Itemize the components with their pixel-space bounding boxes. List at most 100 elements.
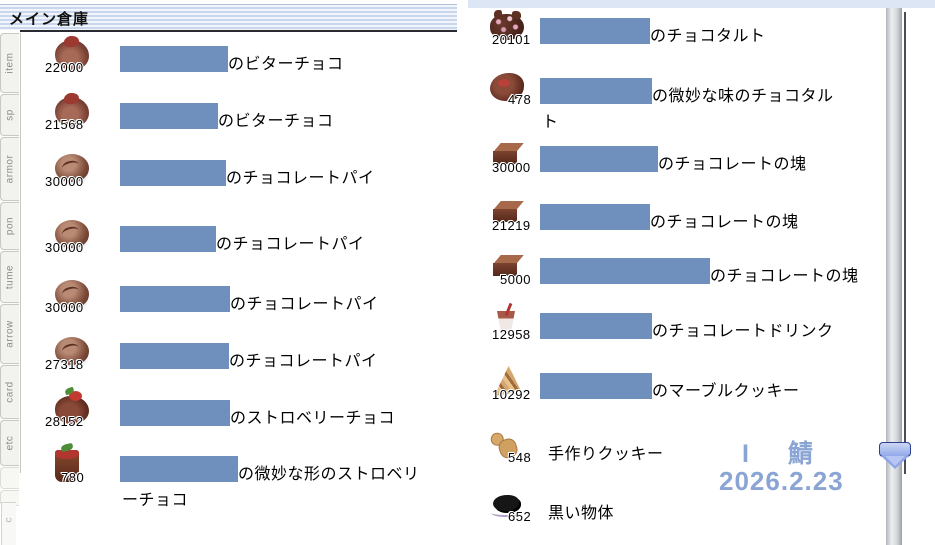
item-name-wrap: ーチョコ (122, 492, 189, 509)
choco-tart-icon[interactable] (490, 10, 524, 40)
storage-item-row[interactable]: 30000 のチョコレートパイ (35, 218, 490, 274)
censored-player-name (120, 160, 226, 186)
storage-item-row[interactable]: 478 の微妙な味のチョコタルト (485, 70, 935, 131)
tab-label: sp (4, 109, 16, 121)
item-name: のチョコレートパイ (230, 296, 379, 313)
partial-tab[interactable]: c (1, 502, 16, 545)
item-name: 手作りクッキー (548, 446, 664, 463)
partial-tab-label: c (3, 517, 15, 523)
choco-block-icon[interactable] (490, 250, 524, 284)
sidebar-tab-card[interactable]: card (0, 365, 19, 419)
tab-label: pon (4, 216, 16, 236)
sidebar-tab-item[interactable]: item (0, 33, 19, 93)
choco-block-icon[interactable] (490, 138, 524, 172)
choco-block-icon[interactable] (490, 196, 524, 230)
arrow-down-icon-inner (885, 456, 905, 466)
item-quantity: 21219 (492, 218, 531, 233)
bitter-choco-icon[interactable] (55, 40, 89, 70)
storage-item-row[interactable]: 5000 のチョコレートの塊 (485, 250, 935, 306)
storage-item-row[interactable]: 21219 のチョコレートの塊 (485, 196, 935, 252)
storage-item-row[interactable]: 780 の微妙な形のストロベリ ーチョコ (35, 448, 490, 509)
window-edge-strip (468, 0, 935, 8)
strawberry-cup-icon[interactable] (55, 450, 79, 482)
tab-label: etc (4, 435, 16, 451)
censored-player-name (120, 103, 218, 129)
choco-pie-icon[interactable] (55, 337, 89, 365)
storage-item-row[interactable]: 21568 のビターチョコ (35, 95, 490, 151)
censored-player-name (120, 343, 229, 369)
scroll-down-arrow[interactable] (879, 440, 911, 472)
storage-item-row[interactable]: 30000 のチョコレートパイ (35, 278, 490, 334)
choco-pie-icon[interactable] (55, 280, 89, 308)
title-underline (20, 30, 457, 32)
strawberry-choco-icon[interactable] (55, 391, 89, 424)
item-name: のチョコレートの塊 (650, 214, 799, 231)
censored-player-name (540, 258, 710, 284)
censored-player-name (540, 146, 658, 172)
tab-label: card (4, 381, 16, 403)
item-name: のチョコレートパイ (229, 353, 378, 370)
sidebar-tab-etc[interactable]: etc (0, 420, 19, 466)
storage-item-row[interactable]: 10292 のマーブルクッキー (485, 365, 935, 421)
censored-player-name (540, 18, 650, 44)
storage-item-row[interactable]: 30000 のチョコレートの塊 (485, 138, 935, 194)
item-name: のチョコレートパイ (226, 170, 375, 187)
item-name: のチョコタルト (650, 28, 766, 45)
storage-item-row[interactable]: 28152 のストロベリーチョコ (35, 391, 490, 448)
item-quantity: 10292 (492, 387, 531, 402)
item-name: のビターチョコ (218, 113, 334, 130)
choco-pie-icon[interactable] (55, 220, 89, 248)
item-quantity: 21568 (45, 117, 84, 132)
sidebar-tab-tume[interactable]: tume (0, 251, 19, 303)
censored-player-name (540, 313, 652, 339)
item-name: 黒い物体 (548, 505, 615, 522)
empty-tab (0, 467, 19, 489)
item-quantity: 20101 (492, 32, 531, 47)
item-quantity: 5000 (500, 272, 531, 287)
sidebar-tab-pon[interactable]: pon (0, 202, 19, 250)
sidebar-tab-armor[interactable]: armor (0, 137, 19, 201)
choco-pie-icon[interactable] (55, 154, 89, 182)
item-quantity: 30000 (492, 160, 531, 175)
censored-player-name (120, 226, 216, 252)
scroll-arrow-cap (879, 442, 911, 457)
storage-item-row[interactable]: 27318 のチョコレートパイ (35, 335, 490, 391)
title-bar[interactable]: メイン倉庫 (0, 4, 457, 30)
sidebar-tab-sp[interactable]: sp (0, 94, 19, 136)
scrollbar-track[interactable] (886, 8, 902, 545)
item-name: のチョコレートの塊 (710, 268, 859, 285)
censored-player-name (540, 373, 652, 399)
bitter-choco-icon[interactable] (55, 97, 89, 127)
storage-item-row[interactable]: 652 黒い物体 (485, 487, 935, 543)
item-name: の微妙な味のチョコタル (652, 88, 834, 105)
item-quantity: 22000 (45, 60, 84, 75)
storage-item-row[interactable]: 12958 のチョコレートドリンク (485, 305, 935, 361)
item-quantity: 30000 (45, 240, 84, 255)
censored-player-name (120, 456, 238, 482)
item-name: のマーブルクッキー (652, 383, 800, 400)
item-quantity: 548 (508, 450, 532, 465)
storage-item-row[interactable]: 30000 のチョコレートパイ (35, 152, 490, 208)
tab-label: tume (4, 264, 16, 290)
storage-item-row[interactable]: 22000 のビターチョコ (35, 38, 490, 94)
scrollbar-border-line (904, 12, 906, 474)
censored-player-name (120, 400, 230, 426)
storage-item-row[interactable]: 20101 のチョコタルト (485, 10, 935, 66)
item-name: のストロベリーチョコ (230, 410, 396, 427)
censored-player-name (120, 46, 228, 72)
date-watermark: 2026.2.23 (719, 466, 844, 496)
black-object-icon[interactable] (490, 487, 524, 521)
item-quantity: 27318 (45, 357, 84, 372)
tab-label: armor (4, 154, 16, 184)
choco-tart-odd-icon[interactable] (490, 73, 524, 101)
item-name: の微妙な形のストロベリ (238, 466, 420, 483)
item-name-wrap: ト (542, 114, 559, 131)
tab-label: arrow (4, 320, 16, 348)
item-quantity: 652 (508, 509, 532, 524)
item-quantity: 28152 (45, 414, 84, 429)
sidebar-tab-arrow[interactable]: arrow (0, 304, 19, 364)
server-watermark: I 鯖 (742, 440, 829, 468)
storage-item-row[interactable]: 548 手作りクッキー (485, 428, 935, 484)
tab-label: item (4, 52, 16, 74)
